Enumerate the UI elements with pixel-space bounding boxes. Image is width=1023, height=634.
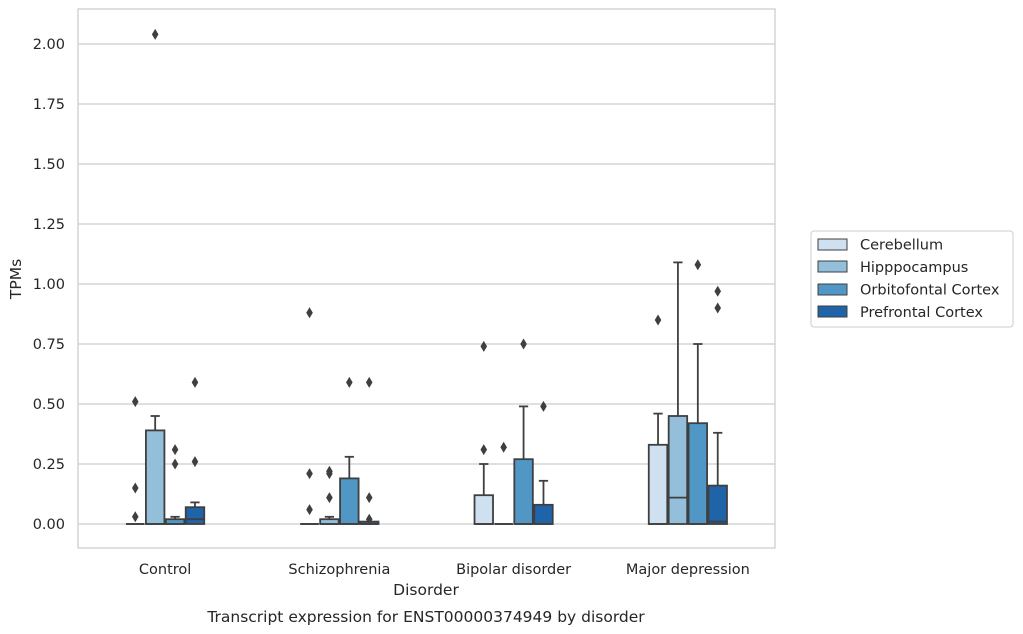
outlier-point [326, 465, 333, 477]
y-tick-label: 1.00 [33, 277, 65, 293]
legend-swatch-prefrontal-cortex [817, 305, 848, 318]
box-body [473, 494, 494, 525]
outlier-point [654, 314, 662, 326]
box-control-orbitofontal-cortex [164, 515, 186, 525]
outlier-point [714, 302, 722, 314]
box-bipolar-disorder-prefrontal-cortex [533, 479, 554, 525]
outlier-point [171, 444, 179, 456]
legend-item-prefrontal-cortex: Prefrontal Cortex [817, 305, 983, 321]
box-body [184, 506, 206, 525]
box-major-depression-cerebellum [647, 412, 669, 525]
outlier-point [306, 307, 313, 319]
outlier-point [480, 444, 488, 456]
outlier-point [540, 400, 547, 412]
x-tick-label-schizophrenia: Schizophrenia [288, 562, 390, 578]
outlier-point [306, 468, 313, 480]
outlier-point [306, 504, 313, 516]
y-tick-label: 1.75 [33, 97, 65, 113]
box-body [533, 503, 554, 525]
box-body [647, 443, 669, 525]
y-tick-label: 0.00 [33, 517, 65, 533]
outlier-point [131, 396, 139, 408]
plot-area-frame [77, 8, 776, 549]
outlier-point [480, 340, 488, 352]
outlier-point [365, 492, 373, 504]
outlier-point [500, 441, 507, 453]
box-body [145, 429, 166, 525]
y-axis-label: TPMs [7, 259, 25, 300]
legend-label-hippocampus: Hipppocampus [860, 260, 968, 276]
box-control-hipppocampus [145, 415, 166, 525]
legend-swatch-cerebellum [817, 238, 848, 251]
boxes [126, 261, 728, 525]
x-tick-labels: Control Schizophrenia Bipolar disorder Majo… [139, 562, 750, 578]
legend-label-prefrontal-cortex: Prefrontal Cortex [860, 305, 983, 321]
box-body [707, 484, 728, 525]
outlier-point [365, 376, 373, 388]
x-tick-label-major-depression: Major depression [626, 562, 750, 578]
y-tick-label: 0.25 [33, 457, 65, 473]
outlier-point [365, 513, 373, 525]
outlier-point [520, 338, 527, 350]
box-body [339, 477, 360, 525]
legend: Cerebellum Hipppocampus Orbitofontal Cor… [810, 230, 1014, 328]
y-tick-labels: 0.00 0.25 0.50 0.75 1.00 1.25 1.50 1.75 2.00 [33, 37, 65, 533]
outlier-point [171, 458, 179, 470]
box-control-prefrontal-cortex [184, 501, 206, 525]
box-major-depression-prefrontal-cortex [707, 431, 728, 525]
legend-label-orbitofrontal-cortex: Orbitofontal Cortex [860, 283, 1000, 299]
box-major-depression-orbitofontal-cortex [687, 343, 708, 525]
outlier-point [191, 376, 199, 388]
box-schizophrenia-orbitofontal-cortex [339, 455, 360, 525]
outlier-point [694, 259, 702, 271]
box-bipolar-disorder-cerebellum [473, 463, 494, 525]
x-tick-label-control: Control [139, 562, 191, 578]
outlier-point [191, 456, 199, 468]
chart-caption: Transcript expression for ENST0000037494… [206, 608, 645, 626]
outlier-point [131, 482, 139, 494]
outlier-point [346, 376, 353, 388]
box-major-depression-hipppocampus [667, 261, 689, 525]
outlier-point [714, 285, 722, 297]
x-tick-label-bipolar-disorder: Bipolar disorder [456, 562, 571, 578]
outlier-point [151, 28, 159, 40]
outliers [131, 28, 722, 525]
legend-swatch-orbitofrontal-cortex [817, 283, 848, 296]
y-tick-label: 0.50 [33, 397, 65, 413]
outlier-point [131, 511, 139, 523]
legend-item-cerebellum: Cerebellum [817, 238, 943, 254]
y-tick-label: 1.50 [33, 157, 65, 173]
legend-frame [810, 230, 1014, 328]
box-body [687, 422, 708, 525]
box-body [513, 458, 534, 525]
y-tick-label: 0.75 [33, 337, 65, 353]
y-tick-label: 2.00 [33, 37, 65, 53]
y-tick-label: 1.25 [33, 217, 65, 233]
legend-swatch-hippocampus [817, 260, 848, 273]
legend-item-orbitofrontal-cortex: Orbitofontal Cortex [817, 283, 1000, 299]
outlier-point [326, 492, 333, 504]
x-axis-label: Disorder [393, 581, 459, 599]
legend-label-cerebellum: Cerebellum [860, 238, 943, 254]
legend-item-hippocampus: Hipppocampus [817, 260, 968, 276]
box-bipolar-disorder-orbitofontal-cortex [513, 405, 534, 525]
box-body [667, 415, 689, 525]
box-schizophrenia-hipppocampus [319, 515, 340, 525]
